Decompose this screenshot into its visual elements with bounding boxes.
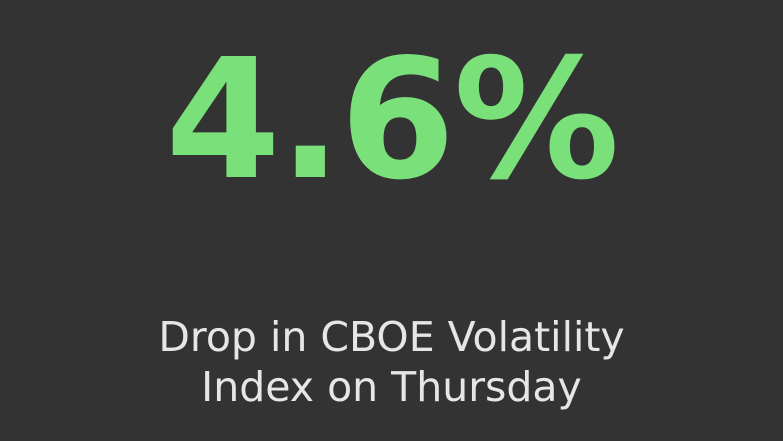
stat-caption-line-1: Drop in CBOE Volatility — [158, 313, 625, 361]
stat-value: 4.6% — [165, 24, 619, 217]
stat-caption: Drop in CBOE Volatility Index on Thursda… — [0, 312, 783, 412]
stat-caption-line-2: Index on Thursday — [201, 363, 582, 411]
